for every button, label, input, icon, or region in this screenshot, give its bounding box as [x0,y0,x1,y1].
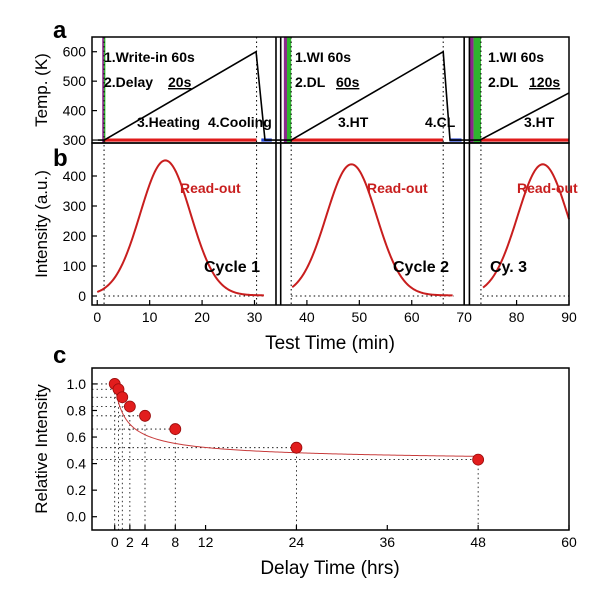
write-in-band-3 [469,37,474,143]
panel-a: 300 400 500 600 Temp. (K) 1.Write-in 60s 2.… [32,36,570,148]
b-ytick-label-2: 200 [63,228,87,244]
a-ytick-label-3: 600 [63,44,87,60]
b-ytick-label-3: 300 [63,198,87,214]
c-xtick-label-4: 12 [198,534,214,550]
data-point-2 [116,391,129,404]
panel-b-y-ticks: 0 100 200 300 400 [63,168,97,304]
c-xtick-label-2: 4 [141,534,149,550]
x-tick-label-9: 90 [561,309,577,325]
panel-c-y-label: Relative Intensity [32,384,51,514]
c-ytick-label-4: 0.8 [67,402,87,418]
panel-c: 0.00.20.40.60.81.0 0 2 4 8 12 24 36 48 60 Relati… [32,367,577,579]
panel-b-frame [91,142,570,306]
annotation-heating-3: 3.HT [524,114,555,130]
cycle-label-3: Cy. 3 [490,259,527,276]
c-xtick-label-5: 24 [289,534,305,550]
panel-b: 0 100 200 300 400 0 10 20 30 40 50 60 70 80 90 Intens… [32,37,578,354]
data-points [108,378,485,466]
annotation-write-in-1: 1.Write-in 60s [104,49,195,65]
panel-c-frame [91,367,570,531]
x-tick-label-0: 0 [93,309,101,325]
guide-lines [92,383,479,530]
c-xtick-label-8: 60 [561,534,577,550]
annotation-write-in-2: 1.WI 60s [295,49,351,65]
b-ytick-label-1: 100 [63,258,87,274]
panel-a-y-label: Temp. (K) [32,53,51,127]
annotation-delay-2: 2.DL [295,74,326,90]
b-ytick-label-0: 0 [78,288,86,304]
c-xtick-label-6: 36 [379,534,395,550]
delay-band-2 [286,37,292,143]
annotation-delay-time-3: 120s [529,74,560,90]
x-tick-label-7: 70 [456,309,472,325]
delay-time-axis-title: Delay Time (hrs) [260,558,399,579]
panel-b-letter: b [53,145,68,172]
write-in-band-1 [102,37,104,143]
x-tick-label-8: 80 [509,309,525,325]
phase-bands [102,37,481,143]
annotation-write-in-3: 1.WI 60s [488,49,544,65]
readout-label-1: Read-out [180,180,241,196]
panel-c-x-ticks: 0 2 4 8 12 24 36 48 60 [111,525,577,550]
test-time-axis-title: Test Time (min) [265,333,395,354]
panel-a-y-ticks: 300 400 500 600 [63,44,97,148]
x-tick-label-3: 30 [247,309,263,325]
annotation-delay-1: 2.Delay [104,74,153,90]
c-xtick-label-0: 0 [111,534,119,550]
c-ytick-label-5: 1.0 [67,376,87,392]
annotation-heating-1: 3.Heating [137,114,200,130]
x-tick-label-1: 10 [142,309,158,325]
annotation-delay-3: 2.DL [488,74,519,90]
test-time-x-ticks: 0 10 20 30 40 50 60 70 80 90 [93,300,577,325]
annotation-delay-time-1: 20s [168,74,192,90]
c-ytick-label-3: 0.6 [67,429,87,445]
x-tick-label-4: 40 [299,309,315,325]
c-ytick-label-1: 0.2 [67,482,87,498]
a-ytick-label-1: 400 [63,103,87,119]
readout-label-2: Read-out [367,180,428,196]
data-point-6 [290,441,303,454]
panel-c-y-ticks: 0.0 0.2 0.4 0.6 0.8 1.0 [67,376,97,525]
c-xtick-label-1: 2 [126,534,134,550]
data-point-7 [472,453,485,466]
data-point-5 [169,423,182,435]
x-tick-label-6: 60 [404,309,420,325]
panel-b-y-label: Intensity (a.u.) [32,170,51,278]
a-ytick-label-2: 500 [63,73,87,89]
delay-band-3 [473,37,481,143]
annotation-heating-2: 3.HT [338,114,369,130]
b-ytick-label-4: 400 [63,168,87,184]
reference-lines [103,37,569,305]
delay-band-1 [103,37,106,143]
cycle-label-1: Cycle 1 [204,259,260,276]
data-point-3 [123,400,136,413]
panel-c-letter: c [53,342,66,369]
x-tick-label-2: 20 [194,309,210,325]
cycle-dividers [275,37,471,305]
cycle-label-2: Cycle 2 [393,259,449,276]
annotation-cooling-2: 4.CL [425,114,456,130]
data-point-4 [139,409,151,422]
intensity-curve [96,159,570,297]
c-ytick-label-2: 0.4 [67,456,87,472]
readout-label-3: Read-out [517,180,578,196]
x-tick-label-5: 50 [352,309,368,325]
write-in-band-2 [283,37,287,143]
c-xtick-label-3: 8 [171,534,179,550]
temperature-line [97,50,570,141]
annotation-delay-time-2: 60s [336,74,360,90]
annotation-cooling-1: 4.Cooling [208,114,272,130]
panel-a-letter: a [53,17,67,44]
c-ytick-label-0: 0.0 [67,509,87,525]
c-xtick-label-7: 48 [470,534,486,550]
a-ytick-label-0: 300 [63,132,87,148]
